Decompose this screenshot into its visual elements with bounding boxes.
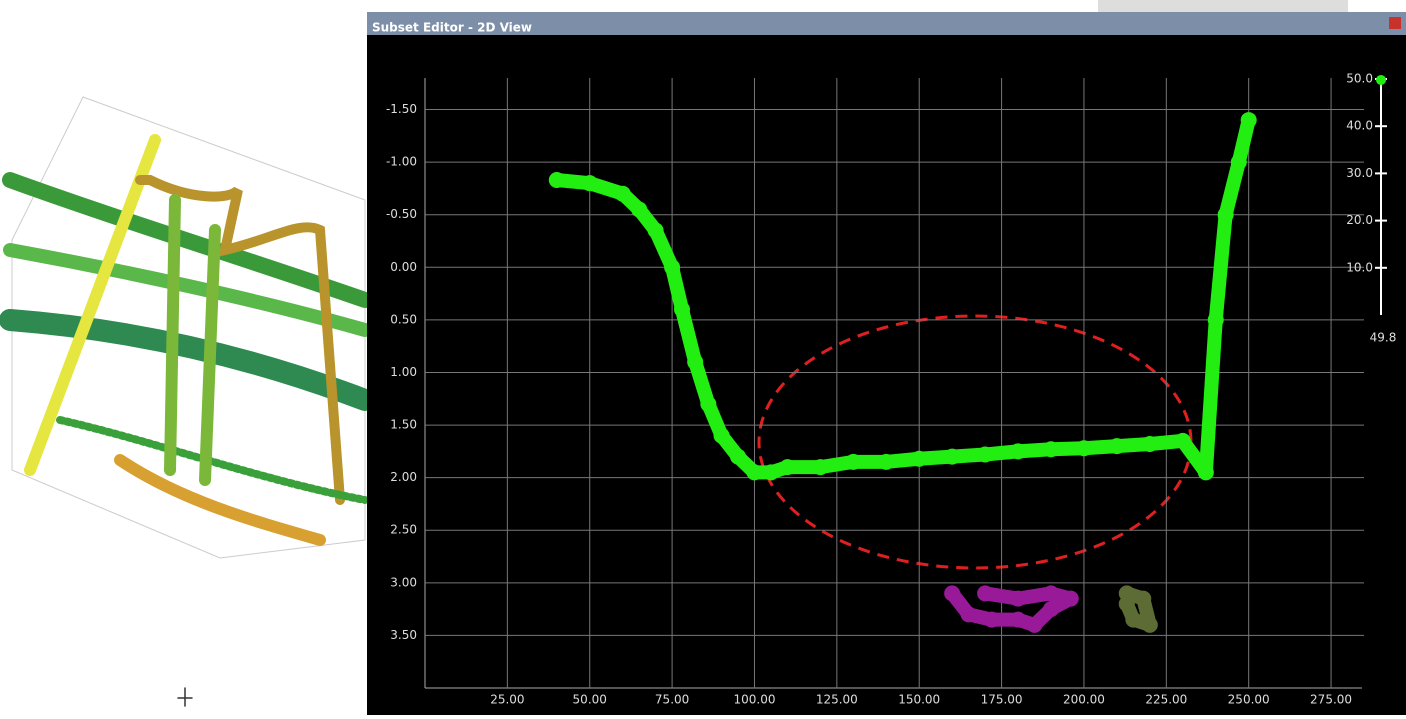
point (1241, 112, 1257, 128)
y-tick-label: 0.00 (390, 260, 417, 274)
x-tick-label: 50.00 (573, 693, 607, 707)
point (1125, 612, 1141, 628)
point (1208, 312, 1224, 328)
point (1231, 154, 1247, 170)
point (1010, 612, 1026, 628)
point (1027, 617, 1043, 633)
y-tick-label: 2.50 (390, 523, 417, 537)
screen: Subset Editor - 2D View 25.00 50.00 75.00 1… (0, 0, 1406, 715)
point (674, 301, 690, 317)
point (878, 454, 894, 470)
point (977, 447, 993, 463)
point (1010, 443, 1026, 459)
x-tick-label: 275.00 (1310, 693, 1352, 707)
point (1043, 601, 1059, 617)
x-tick-label: 125.00 (816, 693, 858, 707)
point (1135, 591, 1151, 607)
slider-tick-label: 30.0 (1346, 166, 1373, 180)
x-tick-label: 175.00 (981, 693, 1023, 707)
y-tick-label: 3.50 (390, 628, 417, 642)
slider-value: 49.8 (1370, 331, 1397, 345)
x-tick-label: 25.00 (490, 693, 524, 707)
point (1109, 438, 1125, 454)
background-window (1098, 0, 1348, 12)
y-tick-label: -0.50 (386, 207, 417, 221)
y-tick-label: 1.00 (390, 365, 417, 379)
point (984, 612, 1000, 628)
point (714, 428, 730, 444)
point (1218, 207, 1234, 223)
point (582, 175, 598, 191)
point (549, 172, 565, 188)
point (1119, 596, 1135, 612)
x-tick-label: 250.00 (1228, 693, 1270, 707)
point (1010, 591, 1026, 607)
point (944, 449, 960, 465)
y-tick-label: 1.50 (390, 418, 417, 432)
point (1043, 441, 1059, 457)
x-tick-label: 100.00 (733, 693, 775, 707)
point (1076, 440, 1092, 456)
x-tick-label: 150.00 (898, 693, 940, 707)
point (1198, 464, 1214, 480)
point (631, 201, 647, 217)
point (1063, 591, 1079, 607)
point (730, 449, 746, 465)
point (779, 459, 795, 475)
y-tick-label: 2.00 (390, 470, 417, 484)
slider-tick-label: 40.0 (1346, 119, 1373, 133)
y-tick-label: 3.00 (390, 575, 417, 589)
y-tick-label: -1.00 (386, 155, 417, 169)
point (687, 354, 703, 370)
point (944, 585, 960, 601)
point (648, 223, 664, 239)
x-tick-label: 200.00 (1063, 693, 1105, 707)
slider-tick-label: 10.0 (1346, 260, 1373, 274)
slider-tick-label: 50.0 (1346, 72, 1373, 86)
page: {"window": {"title": "Subset Editor - 2D… (0, 0, 1406, 715)
y-tick-label: 0.50 (390, 312, 417, 326)
point (700, 396, 716, 412)
window-title: Subset Editor - 2D View (372, 21, 532, 35)
point (1043, 585, 1059, 601)
point (1142, 436, 1158, 452)
point (977, 585, 993, 601)
slider-handle[interactable] (1376, 75, 1386, 85)
point (961, 606, 977, 622)
point (615, 186, 631, 202)
point (911, 451, 927, 467)
point (1175, 433, 1191, 449)
3d-view (10, 97, 365, 706)
point (763, 464, 779, 480)
slider-tick-label: 20.0 (1346, 213, 1373, 227)
close-button[interactable] (1389, 17, 1401, 29)
point (845, 454, 861, 470)
x-tick-label: 225.00 (1145, 693, 1187, 707)
y-tick-label: -1.50 (386, 102, 417, 116)
point (812, 459, 828, 475)
x-tick-label: 75.00 (655, 693, 689, 707)
point (1142, 617, 1158, 633)
point (664, 259, 680, 275)
point (746, 464, 762, 480)
